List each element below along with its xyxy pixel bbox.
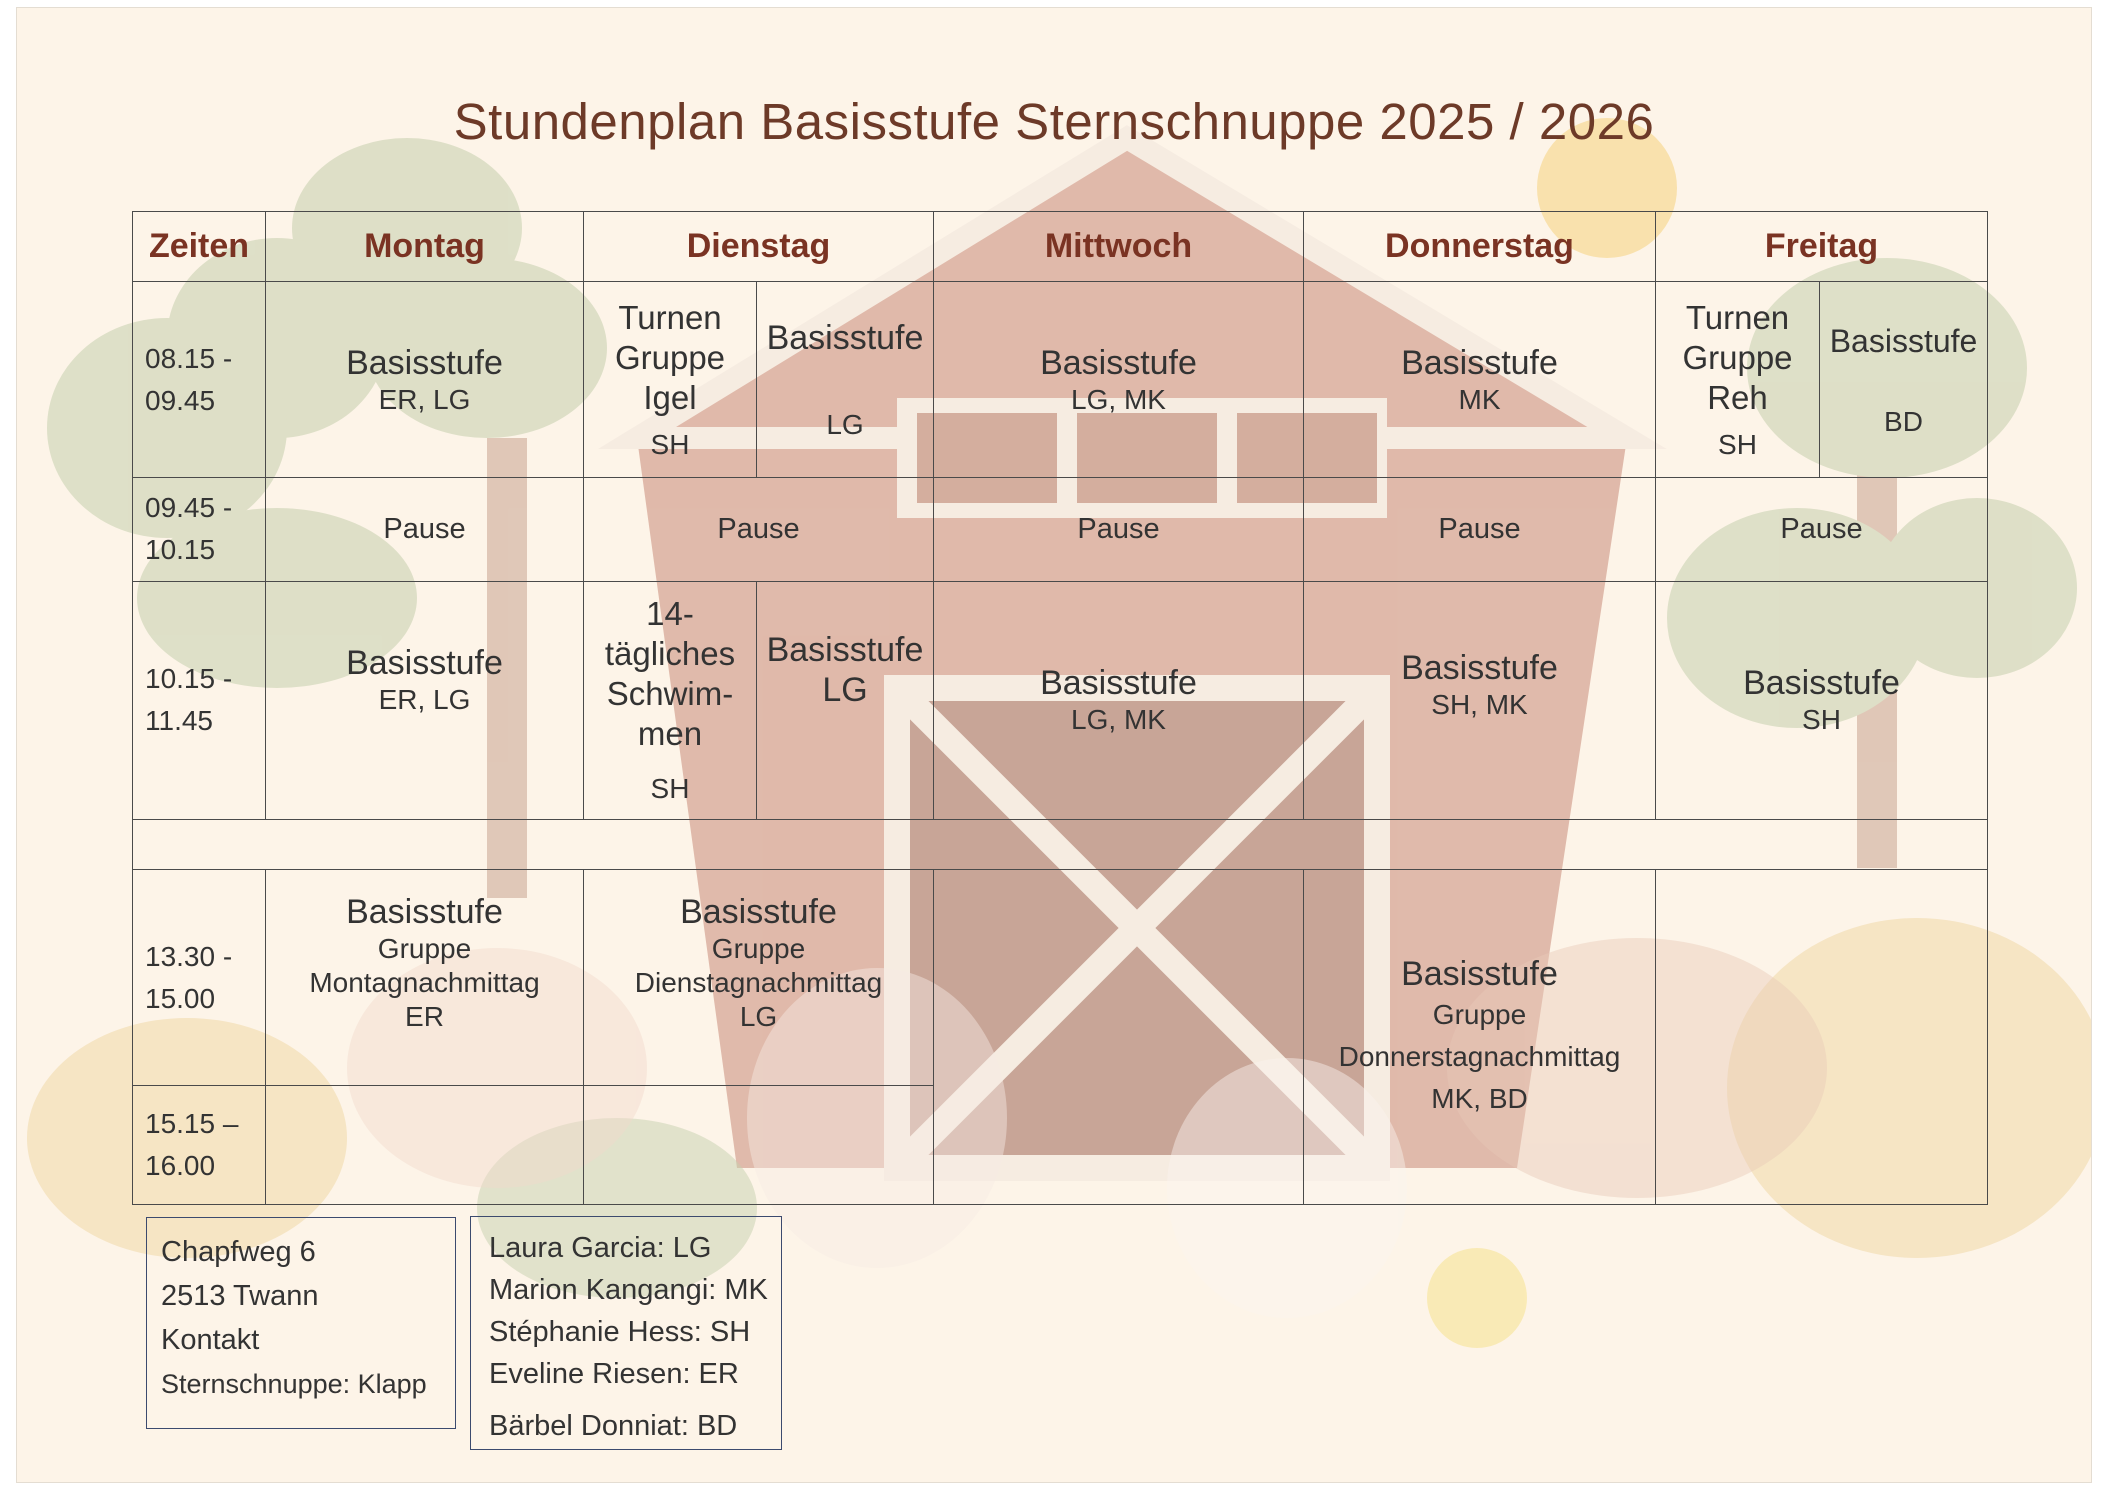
row-5: 15.15 – 16.00 — [132, 1085, 1988, 1205]
address-city: 2513 Twann — [161, 1280, 319, 1312]
lesson-title: Turnen Gruppe Reh — [1682, 298, 1793, 416]
header-donnerstag: Donnerstag — [1303, 210, 1656, 283]
lesson-teachers: SH — [1802, 704, 1841, 736]
lesson-teachers: SH, MK — [1431, 689, 1528, 721]
lesson-title: Basisstufe — [680, 892, 837, 931]
row-3: 10.15 - 11.45 Basisstufe ER, LG 14-tägli… — [132, 581, 1989, 820]
lesson-title: Basisstufe — [1401, 954, 1558, 993]
lesson-cell: Basisstufe Gruppe Dienstagnachmittag LG — [583, 868, 934, 1087]
teacher-line: Stéphanie Hess: SH — [489, 1316, 751, 1348]
time-cell: 15.15 – 16.00 — [132, 1085, 266, 1205]
lesson-cell: Basisstufe Gruppe Montagnachmittag ER — [265, 868, 584, 1087]
lesson-title: Basisstufe — [1401, 649, 1558, 688]
lesson-group: Gruppe — [711, 932, 806, 964]
lesson-teachers: SH — [650, 773, 690, 805]
lesson-cell: Basisstufe ER, LG — [265, 281, 584, 478]
lesson-title: Basisstufe — [346, 892, 503, 931]
time-cell: 09.45 - 10.15 — [132, 476, 266, 583]
lesson-teachers: LG — [826, 408, 864, 440]
lesson-title: Basisstufe — [1040, 343, 1197, 382]
page-title: Stundenplan Basisstufe Sternschnuppe 202… — [453, 93, 1655, 150]
lesson-cell: Basisstufe LG — [756, 281, 934, 478]
teacher-line: Eveline Riesen: ER — [489, 1358, 739, 1390]
lesson-title: Basisstufe — [1829, 322, 1978, 359]
lesson-group: Gruppe — [377, 932, 472, 964]
lesson-cell: Basisstufe LG, MK — [933, 581, 1304, 820]
lesson-teachers: ER, LG — [378, 684, 471, 716]
contact-value: Sternschnuppe: Klapp — [161, 1369, 427, 1399]
lesson-title: Basisstufe — [346, 343, 503, 382]
time-cell: 08.15 - 09.45 — [132, 281, 266, 478]
lunch-gap-cell — [131, 818, 1989, 870]
lesson-teachers: LG, MK — [1071, 383, 1166, 415]
lesson-cell: Basisstufe LG, MK — [933, 281, 1304, 478]
lesson-cell: Basisstufe SH — [1654, 581, 1989, 820]
lesson-teachers: SH — [1718, 428, 1757, 460]
header-row: Zeiten Montag Dienstag Mittwoch Donnerst… — [132, 210, 1989, 283]
lesson-title: Basisstufe — [1743, 664, 1900, 703]
lesson-title: 14-tägliches Schwim-men — [604, 595, 736, 753]
lesson-title: Basisstufe — [766, 631, 924, 670]
teacher-line: Laura Garcia: LG — [489, 1232, 712, 1264]
lesson-group-name: Montagnachmittag — [309, 966, 540, 998]
lesson-cell: Basisstufe BD — [1818, 281, 1989, 478]
lesson-cell: Turnen Gruppe Igel SH — [583, 281, 757, 478]
lesson-teachers: MK — [1458, 383, 1501, 415]
lesson-group: Gruppe — [1432, 998, 1527, 1030]
lesson-teachers: MK, BD — [1431, 1082, 1528, 1114]
lesson-teachers: SH — [650, 428, 690, 460]
address-box: Chapfweg 6 2513 Twann Kontakt Sternschnu… — [146, 1217, 456, 1429]
lesson-title: Turnen Gruppe Igel — [614, 298, 726, 416]
header-mittwoch: Mittwoch — [933, 210, 1304, 283]
teachers-box: Laura Garcia: LG Marion Kangangi: MK Sté… — [470, 1216, 782, 1450]
teacher-line: Marion Kangangi: MK — [489, 1274, 768, 1306]
empty-cell — [265, 1085, 584, 1205]
lesson-teachers: LG, MK — [1071, 704, 1166, 736]
lesson-teachers: BD — [1884, 405, 1923, 437]
lesson-teachers: ER — [405, 1000, 444, 1032]
lesson-title: Basisstufe — [1401, 343, 1558, 382]
row-1: 08.15 - 09.45 Basisstufe ER, LG Turnen G… — [132, 281, 1989, 478]
empty-cell — [1654, 868, 1989, 1206]
timetable: Zeiten Montag Dienstag Mittwoch Donnerst… — [131, 210, 1989, 1206]
lesson-teachers: LG — [739, 1000, 778, 1032]
address-street: Chapfweg 6 — [161, 1236, 316, 1268]
lesson-group-name: Dienstagnachmittag — [634, 966, 883, 998]
header-zeiten: Zeiten — [132, 210, 266, 283]
pause-cell: Pause — [933, 476, 1304, 583]
lesson-cell: Basisstufe SH, MK — [1303, 581, 1656, 820]
lesson-cell: Basisstufe MK — [1303, 281, 1656, 478]
lesson-cell: Basisstufe LG — [756, 581, 934, 820]
header-dienstag: Dienstag — [583, 210, 934, 283]
lesson-cell: 14-tägliches Schwim-men SH — [583, 581, 757, 820]
time-cell: 10.15 - 11.45 — [132, 581, 266, 820]
lesson-title: Basisstufe — [1040, 664, 1197, 703]
time-cell: 13.30 - 15.00 — [132, 868, 266, 1087]
lesson-title: Basisstufe — [766, 318, 924, 357]
lesson-teachers: ER, LG — [378, 383, 471, 415]
lesson-cell: Basisstufe Gruppe Donnerstagnachmittag M… — [1303, 868, 1656, 1206]
row-4: 13.30 - 15.00 Basisstufe Gruppe Montagna… — [132, 868, 1989, 1206]
pause-cell: Pause — [1654, 476, 1989, 583]
header-montag: Montag — [265, 210, 584, 283]
row-lunch-gap — [131, 818, 1989, 870]
empty-cell — [933, 868, 1304, 1206]
lesson-teachers: LG — [822, 671, 868, 710]
teacher-line: Bärbel Donniat: BD — [489, 1410, 738, 1442]
lesson-title: Basisstufe — [346, 644, 503, 683]
lesson-cell: Turnen Gruppe Reh SH — [1655, 281, 1820, 478]
pause-cell: Pause — [1303, 476, 1656, 583]
lesson-cell: Basisstufe ER, LG — [265, 581, 584, 820]
row-pause: 09.45 - 10.15 Pause Pause Pause Pause Pa… — [132, 476, 1989, 583]
empty-cell — [583, 1085, 934, 1205]
header-freitag: Freitag — [1654, 210, 1989, 283]
pause-cell: Pause — [583, 476, 934, 583]
lesson-group-name: Donnerstagnachmittag — [1338, 1040, 1621, 1072]
pause-cell: Pause — [265, 476, 584, 583]
contact-label: Kontakt — [161, 1324, 260, 1356]
